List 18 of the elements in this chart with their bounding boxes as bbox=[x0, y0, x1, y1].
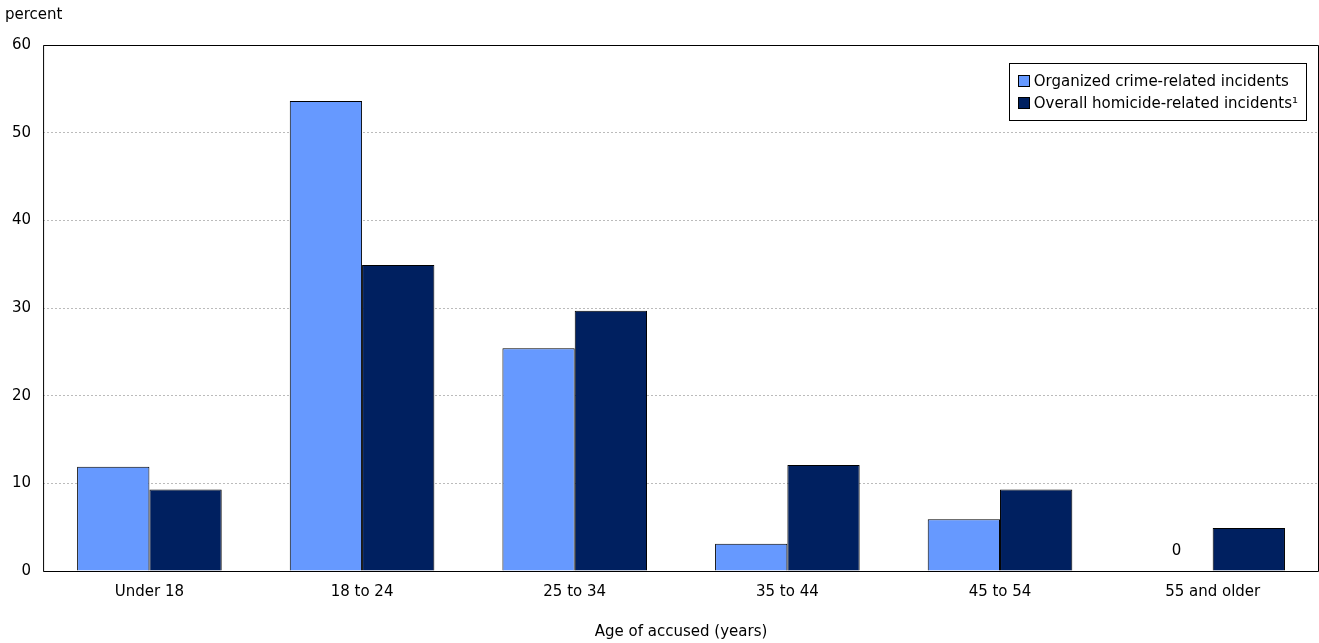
legend-label: Organized crime-related incidents bbox=[1033, 72, 1289, 90]
y-tick-label: 0 bbox=[21, 560, 32, 579]
x-axis-title: Age of accused (years) bbox=[594, 622, 768, 641]
y-axis-title: percent bbox=[5, 5, 63, 24]
x-tick-label: Under 18 bbox=[114, 581, 185, 600]
y-tick-label: 10 bbox=[11, 473, 32, 492]
x-tick-label: 45 to 54 bbox=[968, 581, 1032, 600]
x-tick-label: 18 to 24 bbox=[330, 581, 394, 600]
y-tick-label: 20 bbox=[11, 385, 32, 404]
x-tick-label: 55 and older bbox=[1165, 581, 1262, 600]
x-tick-label: 25 to 34 bbox=[543, 581, 607, 600]
y-tick-label: 50 bbox=[11, 122, 32, 141]
y-tick-label: 30 bbox=[11, 297, 32, 316]
legend-label: Overall homicide-related incidents¹ bbox=[1033, 94, 1298, 112]
x-tick-label: 35 to 44 bbox=[755, 581, 819, 600]
annotation: 0 bbox=[1171, 541, 1182, 560]
y-tick-label: 60 bbox=[11, 34, 32, 53]
y-tick-label: 40 bbox=[11, 210, 32, 229]
